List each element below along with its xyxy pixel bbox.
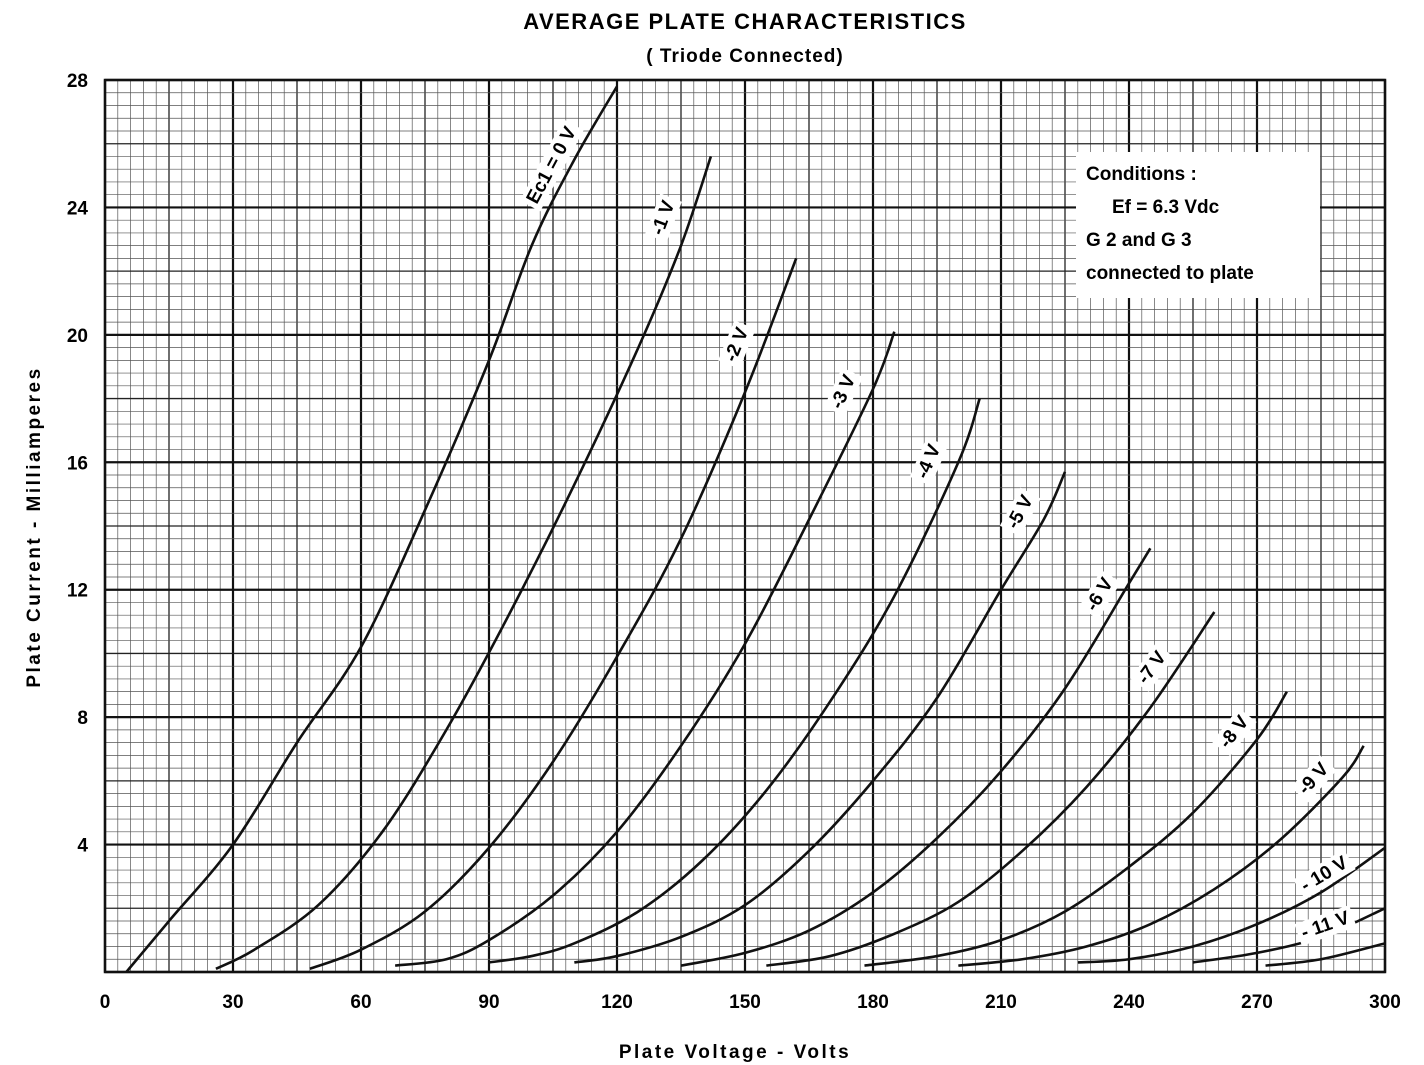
curve-label-group: - 11 V — [1294, 905, 1357, 946]
curves — [125, 85, 1386, 973]
tick-labels: 0 30 60 90 120 150 180 210 240 270 300 4 8 12 16 20 24 28 — [67, 71, 1401, 1013]
conditions-filament: Ef = 6.3 Vdc — [1112, 197, 1220, 218]
x-tick-label: 270 — [1241, 992, 1273, 1013]
y-tick-label: 20 — [67, 326, 88, 347]
curve-label-group: -2 V — [718, 320, 756, 369]
plot-frame — [103, 78, 1387, 974]
x-tick-label: 180 — [857, 992, 889, 1013]
curve-label-background — [1078, 570, 1121, 619]
conditions-box-background — [1076, 152, 1320, 298]
x-tick-label: 30 — [222, 992, 243, 1013]
curve-label-background — [824, 367, 863, 417]
y-tick-label: 16 — [67, 453, 88, 474]
curve-label-background — [1212, 707, 1257, 757]
curve-label-group: -9 V — [1290, 755, 1337, 803]
series-line-1 — [215, 156, 713, 970]
curve-label-group: -3 V — [824, 367, 863, 417]
x-tick-label: 120 — [601, 992, 633, 1013]
curve-label-background — [1294, 905, 1357, 946]
conditions-grids: G 2 and G 3 — [1086, 230, 1192, 251]
series-line-11 — [1192, 907, 1386, 964]
series-line-10 — [1077, 846, 1386, 964]
x-tick-label: 210 — [985, 992, 1017, 1013]
curve-label-background — [645, 193, 682, 243]
curve-label-group: Ec1 = 0 V — [519, 119, 584, 212]
curve-label-group: -5 V — [999, 487, 1041, 537]
chart-subtitle: ( Triode Connected) — [646, 46, 843, 67]
curve-label-background — [909, 437, 948, 486]
curve-label-background — [999, 487, 1041, 537]
y-tick-label: 24 — [67, 198, 89, 219]
conditions-heading: Conditions : — [1086, 164, 1197, 185]
curve-label-group: -1 V — [645, 193, 682, 243]
conditions-box: Conditions : Ef = 6.3 Vdc G 2 and G 3 co… — [1076, 152, 1320, 298]
x-tick-label: 90 — [478, 992, 499, 1013]
series-line-0 — [125, 85, 619, 973]
curve-label-group: -6 V — [1078, 570, 1121, 619]
curve-label-background — [718, 320, 756, 369]
x-axis-label: Plate Voltage - Volts — [619, 1042, 851, 1063]
series-line-12 — [1265, 942, 1386, 967]
curve-label-background — [1290, 755, 1337, 803]
series-line-8 — [864, 690, 1288, 967]
series-line-6 — [680, 547, 1152, 967]
x-tick-label: 60 — [350, 992, 371, 1013]
curve-label-background — [519, 119, 584, 212]
series-line-3 — [394, 331, 896, 967]
series-line-2 — [309, 257, 798, 971]
series-line-4 — [488, 398, 981, 964]
x-tick-label: 240 — [1113, 992, 1145, 1013]
curve-label-background — [1293, 849, 1356, 900]
series-line-9 — [958, 745, 1365, 967]
y-tick-label: 12 — [67, 581, 88, 602]
x-tick-label: 150 — [729, 992, 761, 1013]
grid — [103, 78, 1387, 974]
y-axis-label: Plate Current - Milliamperes — [24, 366, 45, 687]
series-line-5 — [574, 471, 1067, 964]
x-tick-label: 300 — [1369, 992, 1401, 1013]
chart-title: AVERAGE PLATE CHARACTERISTICS — [523, 9, 967, 34]
y-tick-label: 8 — [77, 708, 88, 729]
y-tick-label: 28 — [67, 71, 88, 92]
x-tick-label: 0 — [100, 992, 111, 1013]
y-tick-label: 4 — [77, 836, 88, 857]
series-line-7 — [766, 611, 1216, 967]
conditions-connection: connected to plate — [1086, 263, 1254, 284]
curve-label-background — [1130, 643, 1175, 692]
curve-label: - 11 V — [1298, 907, 1352, 943]
